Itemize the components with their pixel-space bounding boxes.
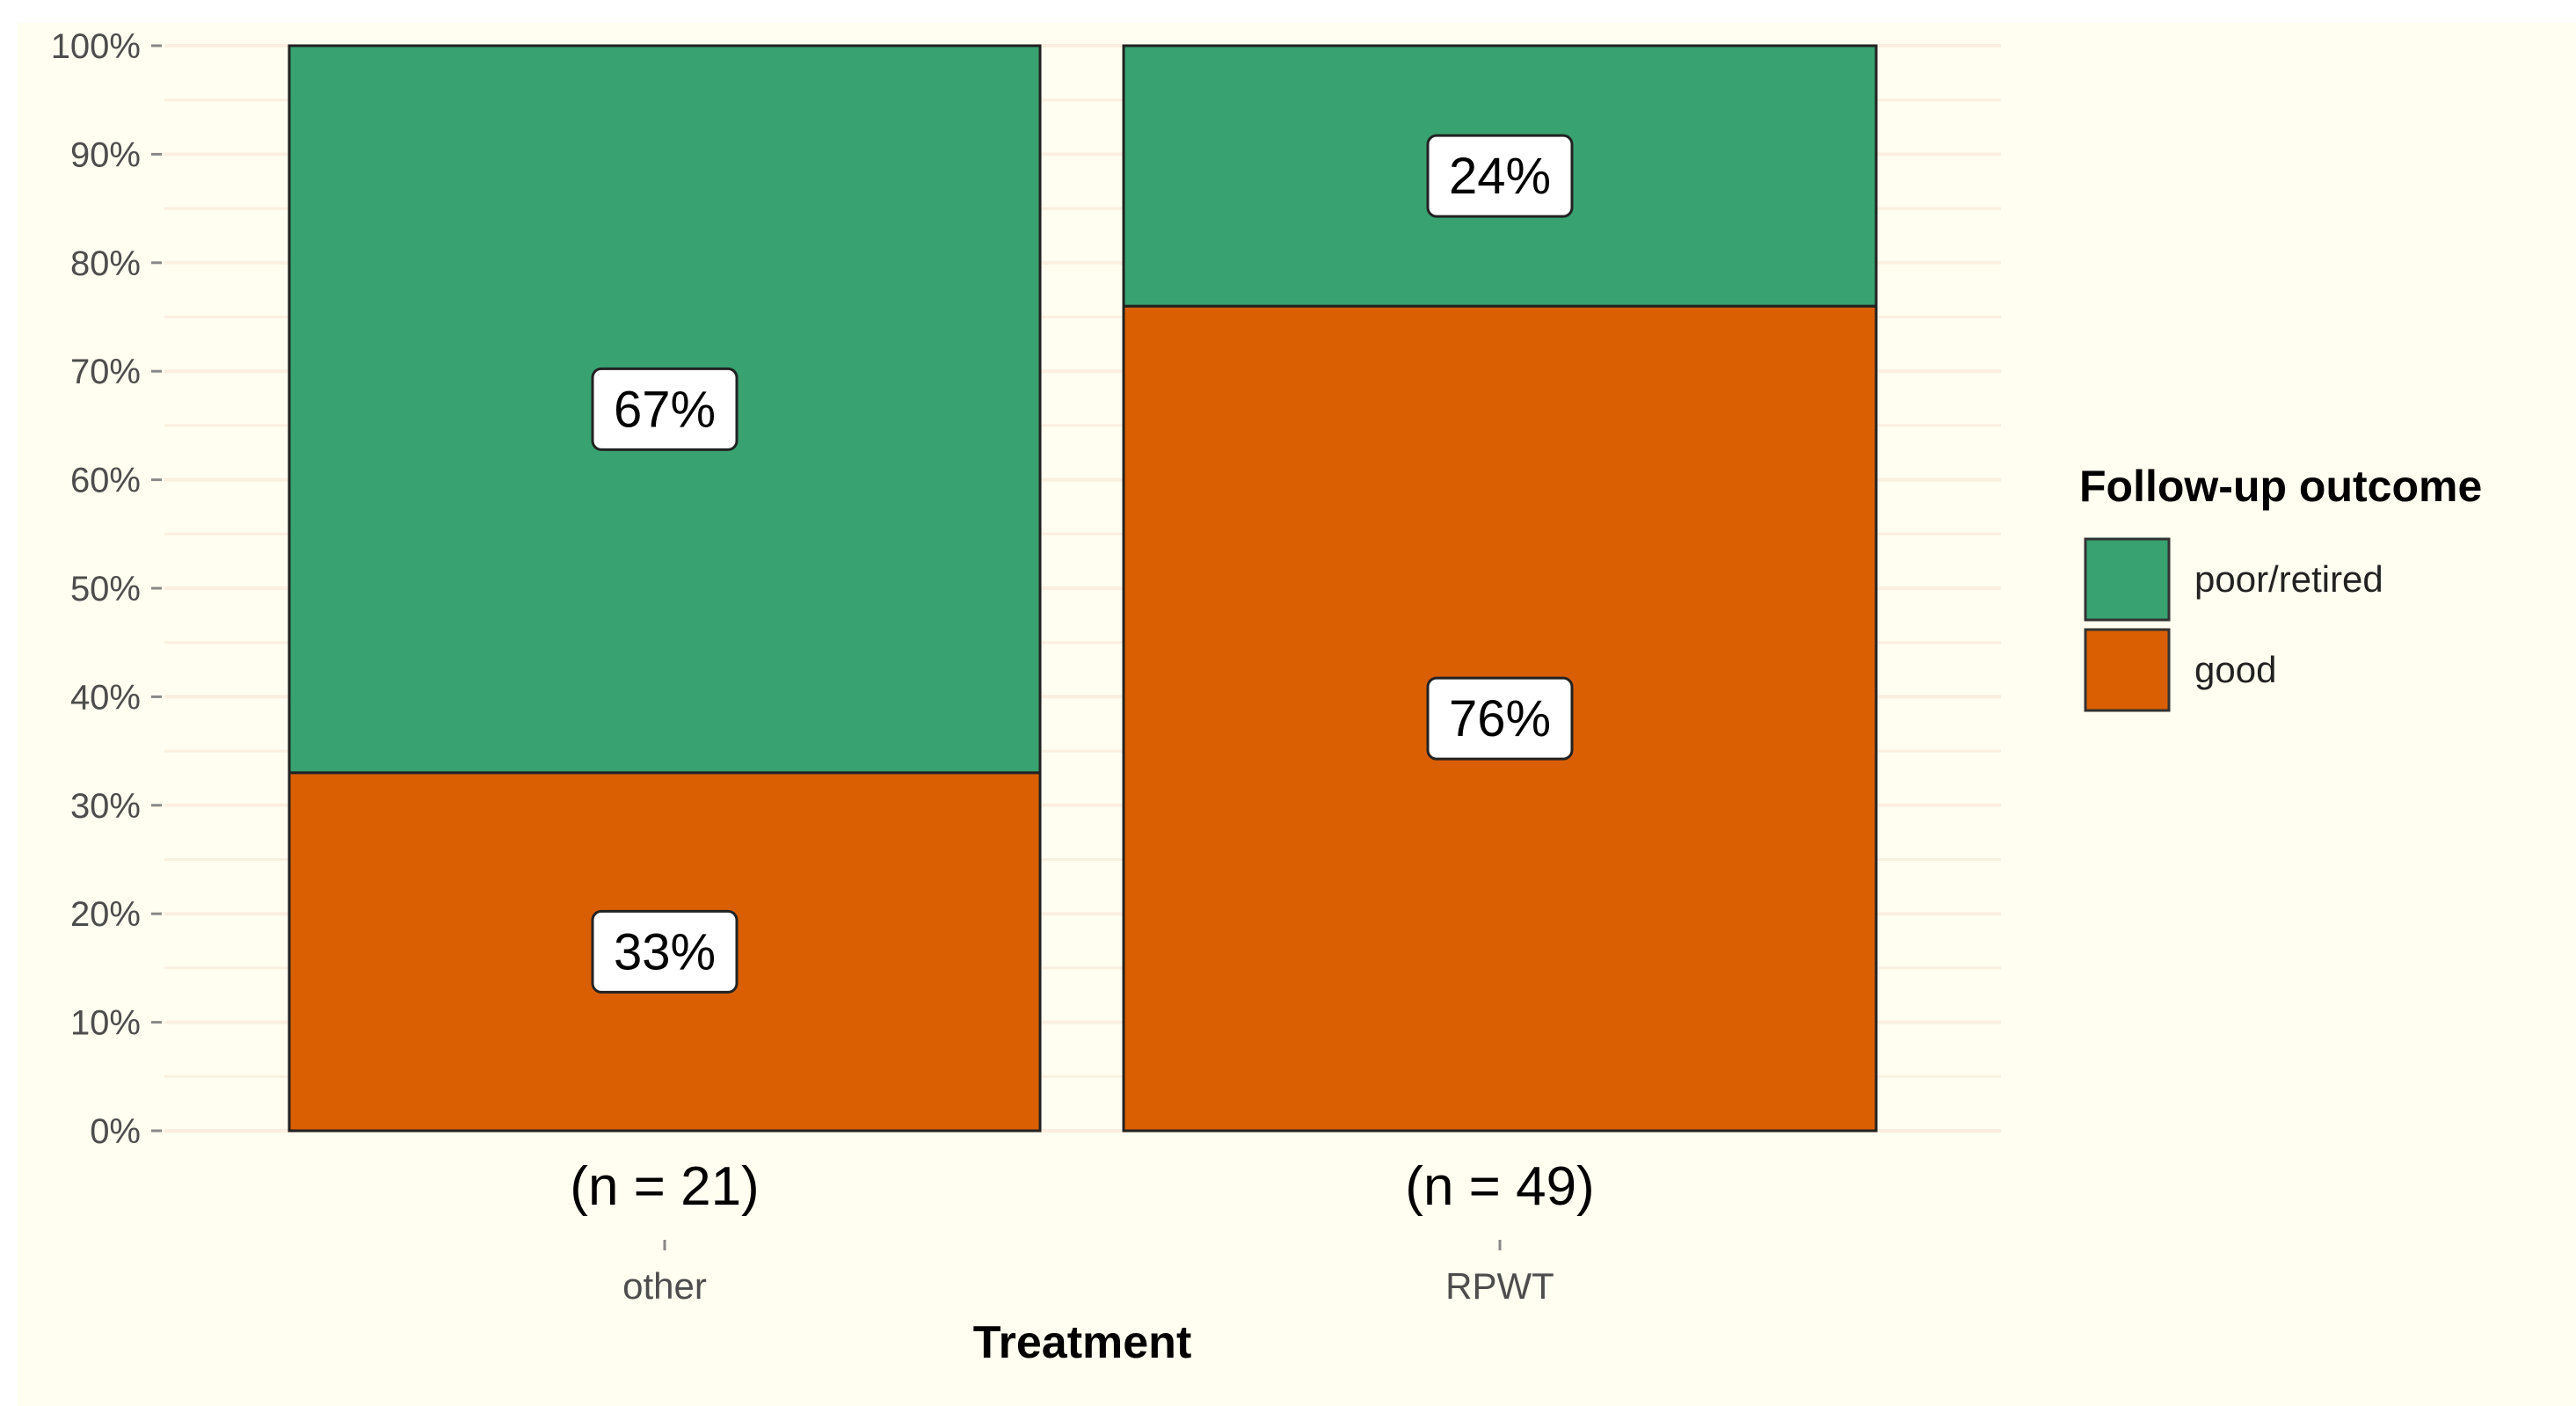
legend-label: poor/retired bbox=[2194, 558, 2383, 600]
sample-size-annotation: (n = 49) bbox=[1405, 1156, 1594, 1217]
x-tick-label: RPWT bbox=[1445, 1265, 1554, 1307]
data-label-box bbox=[1426, 134, 1574, 218]
data-label: 67% bbox=[614, 381, 716, 438]
y-tick-label: 0% bbox=[90, 1112, 141, 1151]
y-tick-label: 30% bbox=[70, 787, 141, 826]
sample-size-annotation: (n = 21) bbox=[570, 1156, 759, 1217]
data-label: 33% bbox=[614, 923, 716, 980]
data-label: 24% bbox=[1449, 148, 1551, 205]
legend: Follow-up outcome poor/retired good bbox=[2079, 462, 2482, 712]
data-label: 76% bbox=[1449, 690, 1551, 747]
y-tick-label: 40% bbox=[70, 678, 141, 717]
y-tick-label: 100% bbox=[51, 27, 141, 66]
data-label-box bbox=[1426, 676, 1574, 761]
legend-label: good bbox=[2194, 649, 2276, 690]
data-label-box bbox=[591, 367, 739, 451]
y-tick-label: 10% bbox=[70, 1004, 141, 1043]
bars: 33% 67% 76% 24% bbox=[287, 44, 1878, 1133]
x-axis: (n = 21) other (n = 49) RPWT bbox=[570, 1156, 1594, 1307]
y-tick-label: 90% bbox=[70, 135, 141, 174]
y-tick-label: 60% bbox=[70, 462, 141, 500]
x-tick-label: other bbox=[622, 1265, 707, 1307]
y-tick-label: 70% bbox=[70, 353, 141, 391]
x-axis-title: Treatment bbox=[973, 1317, 1192, 1368]
data-label-box bbox=[591, 909, 739, 994]
y-tick-label: 50% bbox=[70, 570, 141, 608]
y-tick-label: 80% bbox=[70, 244, 141, 283]
y-axis: 0% 10% 20% 30% 40% 50% 60% 70% 80% 90% 100% bbox=[51, 27, 162, 1151]
y-tick-label: 20% bbox=[70, 895, 141, 934]
legend-key-good bbox=[2084, 628, 2171, 712]
legend-title: Follow-up outcome bbox=[2079, 462, 2482, 511]
legend-key-poor-retired bbox=[2084, 537, 2171, 622]
